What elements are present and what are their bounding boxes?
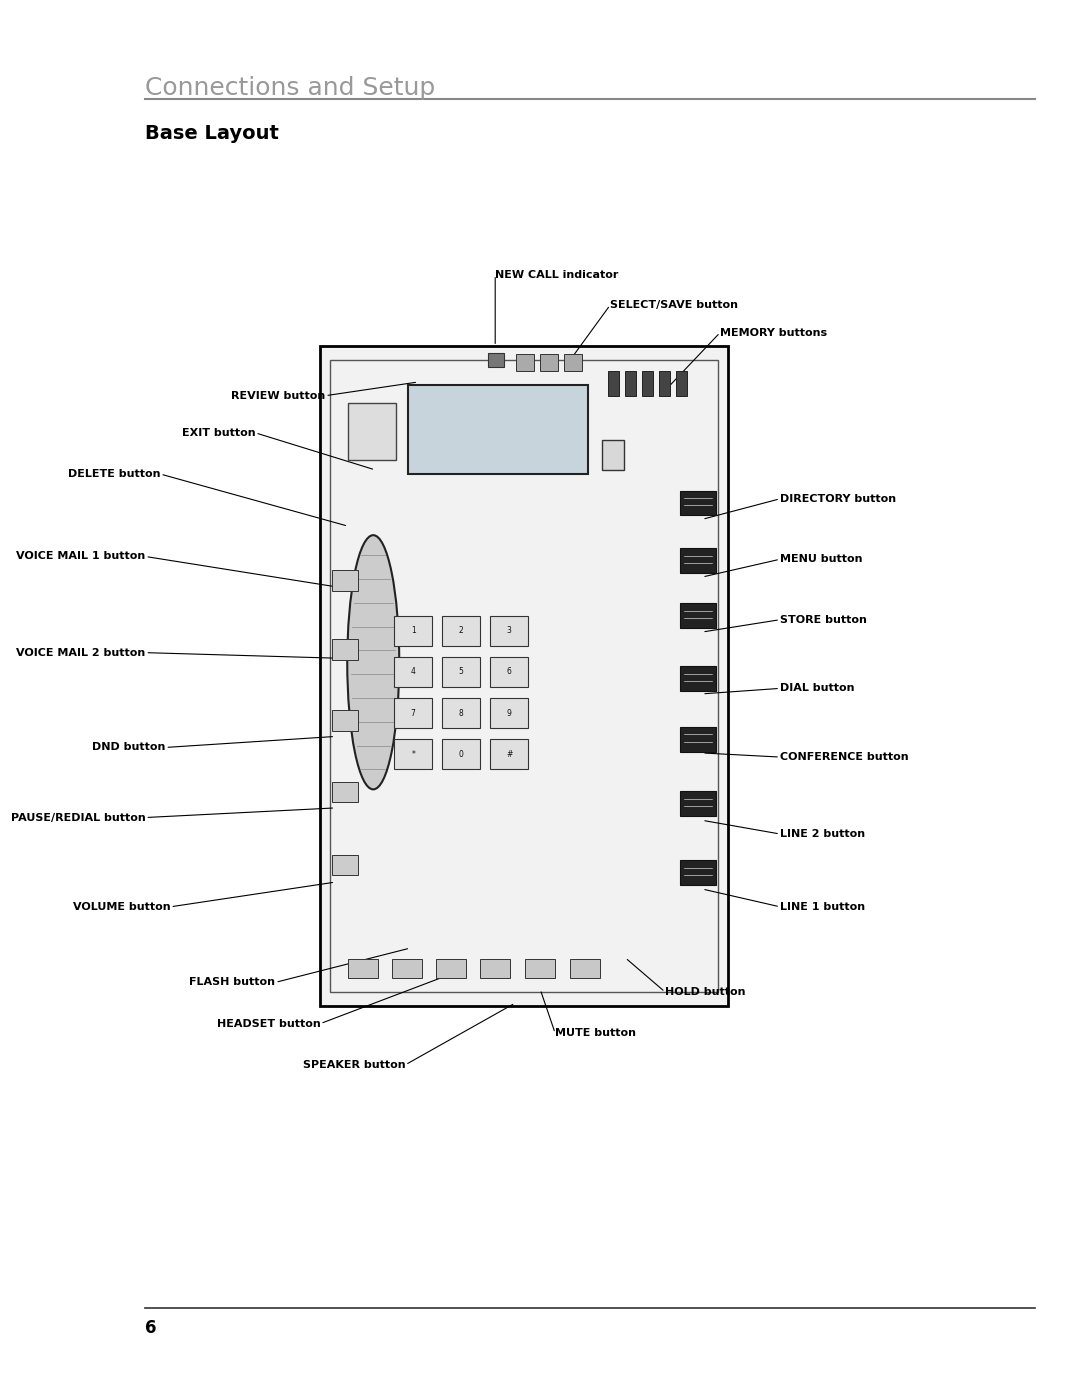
Text: 8: 8 bbox=[459, 709, 463, 717]
Text: REVIEW button: REVIEW button bbox=[231, 390, 325, 401]
Text: HOLD button: HOLD button bbox=[665, 987, 745, 998]
Text: Base Layout: Base Layout bbox=[146, 124, 280, 143]
Text: NEW CALL indicator: NEW CALL indicator bbox=[496, 269, 619, 280]
Bar bbox=[348, 403, 396, 460]
Bar bbox=[392, 959, 422, 978]
Text: SPEAKER button: SPEAKER button bbox=[302, 1059, 405, 1070]
Bar bbox=[680, 491, 716, 515]
Bar bbox=[659, 371, 671, 396]
Text: 4: 4 bbox=[410, 668, 416, 676]
Bar bbox=[333, 570, 359, 591]
Text: DND button: DND button bbox=[92, 742, 165, 753]
Text: Connections and Setup: Connections and Setup bbox=[146, 76, 435, 99]
Text: 6: 6 bbox=[146, 1319, 157, 1337]
Bar bbox=[333, 855, 359, 875]
Text: VOLUME button: VOLUME button bbox=[72, 901, 171, 912]
Bar bbox=[564, 354, 582, 371]
Text: MENU button: MENU button bbox=[780, 554, 863, 565]
Text: 5: 5 bbox=[459, 668, 463, 676]
Text: MEMORY buttons: MEMORY buttons bbox=[720, 327, 827, 338]
Text: DIRECTORY button: DIRECTORY button bbox=[780, 493, 896, 504]
Bar bbox=[394, 657, 432, 687]
Text: 3: 3 bbox=[507, 627, 512, 635]
Bar bbox=[608, 371, 619, 396]
Text: EXIT button: EXIT button bbox=[181, 427, 255, 438]
Text: LINE 2 button: LINE 2 button bbox=[780, 829, 865, 840]
Bar bbox=[442, 698, 481, 728]
Bar bbox=[321, 346, 728, 1006]
Bar bbox=[333, 782, 359, 802]
Text: 6: 6 bbox=[507, 668, 512, 676]
Bar bbox=[680, 860, 716, 885]
Text: FLASH button: FLASH button bbox=[189, 977, 275, 988]
Text: #: # bbox=[507, 750, 512, 758]
Text: LINE 1 button: LINE 1 button bbox=[780, 901, 865, 912]
Bar bbox=[680, 666, 716, 691]
Text: MUTE button: MUTE button bbox=[555, 1028, 636, 1039]
Bar bbox=[490, 739, 528, 769]
Bar bbox=[676, 371, 687, 396]
Bar bbox=[442, 739, 481, 769]
Bar bbox=[490, 616, 528, 646]
Bar bbox=[348, 959, 378, 978]
Ellipse shape bbox=[348, 536, 400, 789]
Bar bbox=[680, 548, 716, 573]
Bar bbox=[488, 353, 504, 367]
Bar bbox=[540, 354, 558, 371]
Text: *: * bbox=[411, 750, 415, 758]
Bar bbox=[330, 360, 718, 992]
Bar bbox=[442, 616, 481, 646]
Text: DIAL button: DIAL button bbox=[780, 683, 854, 694]
Bar bbox=[490, 657, 528, 687]
Text: 9: 9 bbox=[507, 709, 512, 717]
Text: 2: 2 bbox=[459, 627, 463, 635]
Bar bbox=[481, 959, 510, 978]
Bar bbox=[516, 354, 535, 371]
Text: HEADSET button: HEADSET button bbox=[216, 1018, 321, 1029]
Bar bbox=[680, 727, 716, 752]
Bar bbox=[570, 959, 600, 978]
Bar bbox=[394, 698, 432, 728]
Bar bbox=[394, 739, 432, 769]
Text: STORE button: STORE button bbox=[780, 614, 867, 625]
Text: CONFERENCE button: CONFERENCE button bbox=[780, 752, 908, 763]
Text: PAUSE/REDIAL button: PAUSE/REDIAL button bbox=[11, 812, 146, 823]
Bar bbox=[436, 959, 467, 978]
Bar bbox=[603, 440, 624, 470]
Text: DELETE button: DELETE button bbox=[68, 469, 160, 480]
Text: VOICE MAIL 1 button: VOICE MAIL 1 button bbox=[16, 551, 146, 562]
Bar bbox=[333, 710, 359, 731]
Bar bbox=[408, 385, 589, 474]
Bar bbox=[490, 698, 528, 728]
Bar bbox=[333, 639, 359, 660]
Bar bbox=[625, 371, 636, 396]
Text: VOICE MAIL 2 button: VOICE MAIL 2 button bbox=[16, 647, 146, 658]
Text: 7: 7 bbox=[410, 709, 416, 717]
Bar bbox=[680, 791, 716, 816]
Bar bbox=[394, 616, 432, 646]
Text: SELECT/SAVE button: SELECT/SAVE button bbox=[610, 300, 738, 311]
Text: 1: 1 bbox=[410, 627, 416, 635]
Text: 0: 0 bbox=[459, 750, 463, 758]
Bar bbox=[643, 371, 653, 396]
Bar bbox=[680, 603, 716, 628]
Bar bbox=[525, 959, 555, 978]
Bar bbox=[442, 657, 481, 687]
